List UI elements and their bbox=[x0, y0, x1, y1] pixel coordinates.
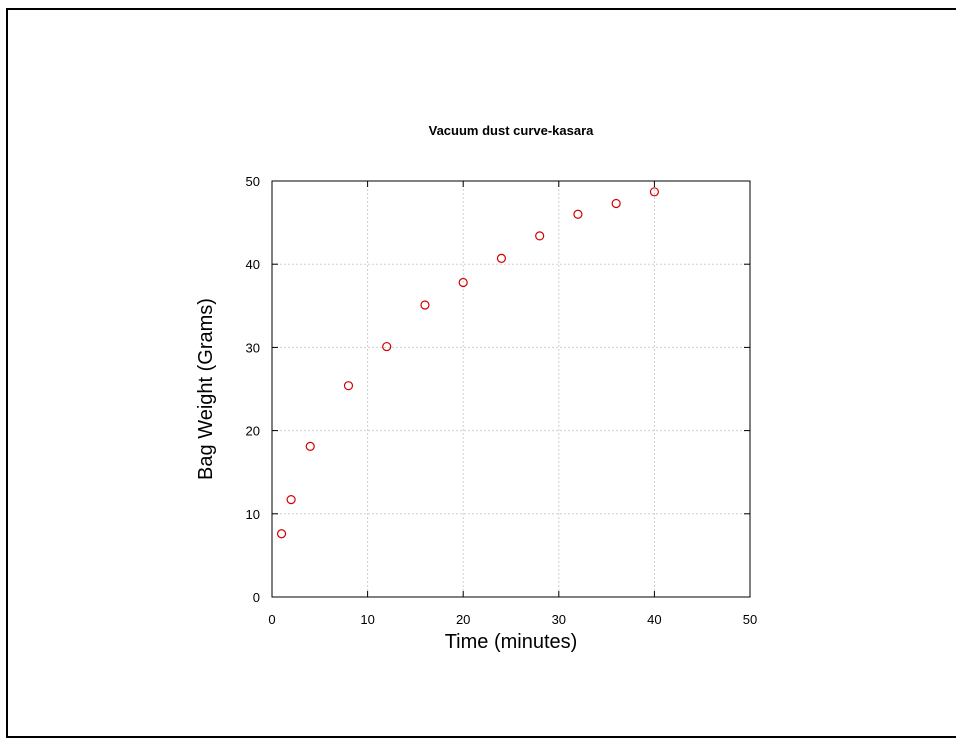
data-point bbox=[305, 441, 315, 452]
data-point bbox=[496, 253, 507, 263]
data-point bbox=[649, 187, 660, 197]
grid bbox=[272, 181, 750, 597]
x-tick-label: 0 bbox=[268, 612, 275, 627]
data-point bbox=[420, 300, 430, 310]
y-axis-label: Bag Weight (Grams) bbox=[195, 298, 217, 480]
data-point bbox=[276, 529, 287, 539]
x-tick-label: 10 bbox=[360, 612, 374, 627]
x-tick-label: 40 bbox=[647, 612, 661, 627]
x-tick-label: 50 bbox=[743, 612, 757, 627]
data-point bbox=[573, 209, 583, 219]
data-point bbox=[343, 381, 354, 391]
chart-title: Vacuum dust curve-kasara bbox=[429, 123, 595, 138]
x-axis-label: Time (minutes) bbox=[445, 631, 578, 653]
y-tick-label: 50 bbox=[246, 174, 260, 189]
x-tick-labels: 0 10 20 30 40 50 bbox=[268, 612, 757, 627]
data-point bbox=[382, 341, 392, 352]
ticks bbox=[271, 180, 751, 598]
x-tick-label: 20 bbox=[456, 612, 470, 627]
data-point bbox=[458, 277, 468, 288]
x-tick-label: 30 bbox=[552, 612, 566, 627]
y-tick-labels: 0 10 20 30 40 50 bbox=[246, 174, 260, 605]
y-tick-label: 30 bbox=[246, 340, 260, 355]
scatter-chart: 0 10 20 30 40 50 0 10 20 30 40 50 Vacuum dust curv… bbox=[195, 123, 757, 653]
data-points bbox=[276, 187, 660, 539]
y-tick-label: 20 bbox=[246, 424, 260, 439]
data-point bbox=[611, 198, 621, 209]
y-tick-label: 0 bbox=[253, 590, 260, 605]
data-point bbox=[286, 495, 296, 505]
data-point bbox=[535, 231, 545, 241]
y-tick-label: 40 bbox=[246, 257, 260, 272]
plot-area bbox=[271, 180, 751, 598]
y-tick-label: 10 bbox=[246, 507, 260, 522]
